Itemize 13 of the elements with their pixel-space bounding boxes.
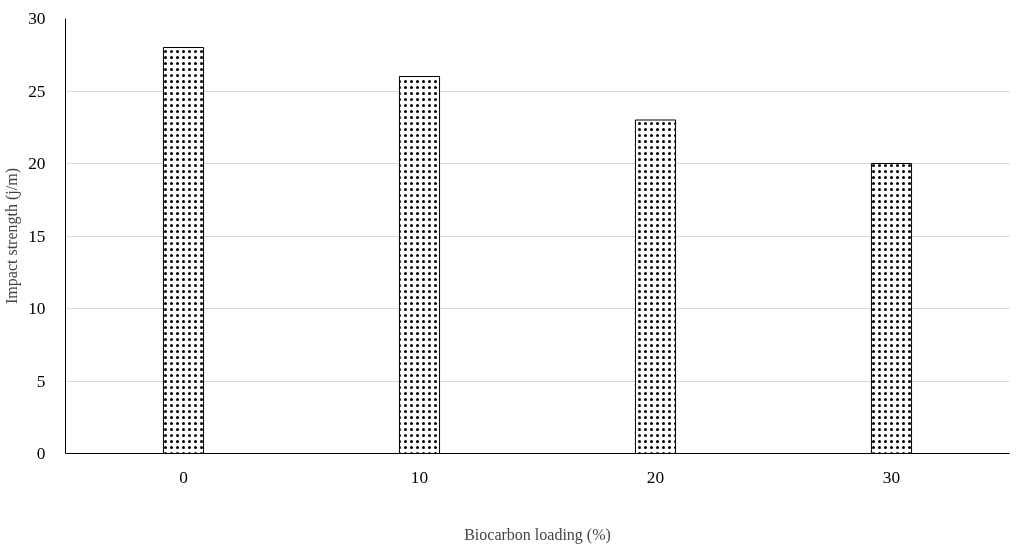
x-tick-label: 20 (646, 467, 665, 487)
x-tick-label: 10 (410, 467, 429, 487)
y-tick-label: 5 (36, 371, 46, 391)
y-tick-label: 20 (28, 154, 46, 173)
y-tick-label: 15 (28, 226, 46, 246)
x-tick-label: 30 (882, 467, 901, 487)
y-tick-label: 10 (28, 299, 46, 318)
y-tick-label: 0 (36, 444, 46, 463)
y-axis-title: Impact strength (j/m) (3, 168, 22, 304)
x-axis-title: Biocarbon loading (%) (464, 525, 611, 544)
x-tick-label: 0 (179, 467, 188, 487)
y-tick-label: 30 (28, 9, 46, 28)
y-tick-label: 25 (28, 81, 46, 101)
